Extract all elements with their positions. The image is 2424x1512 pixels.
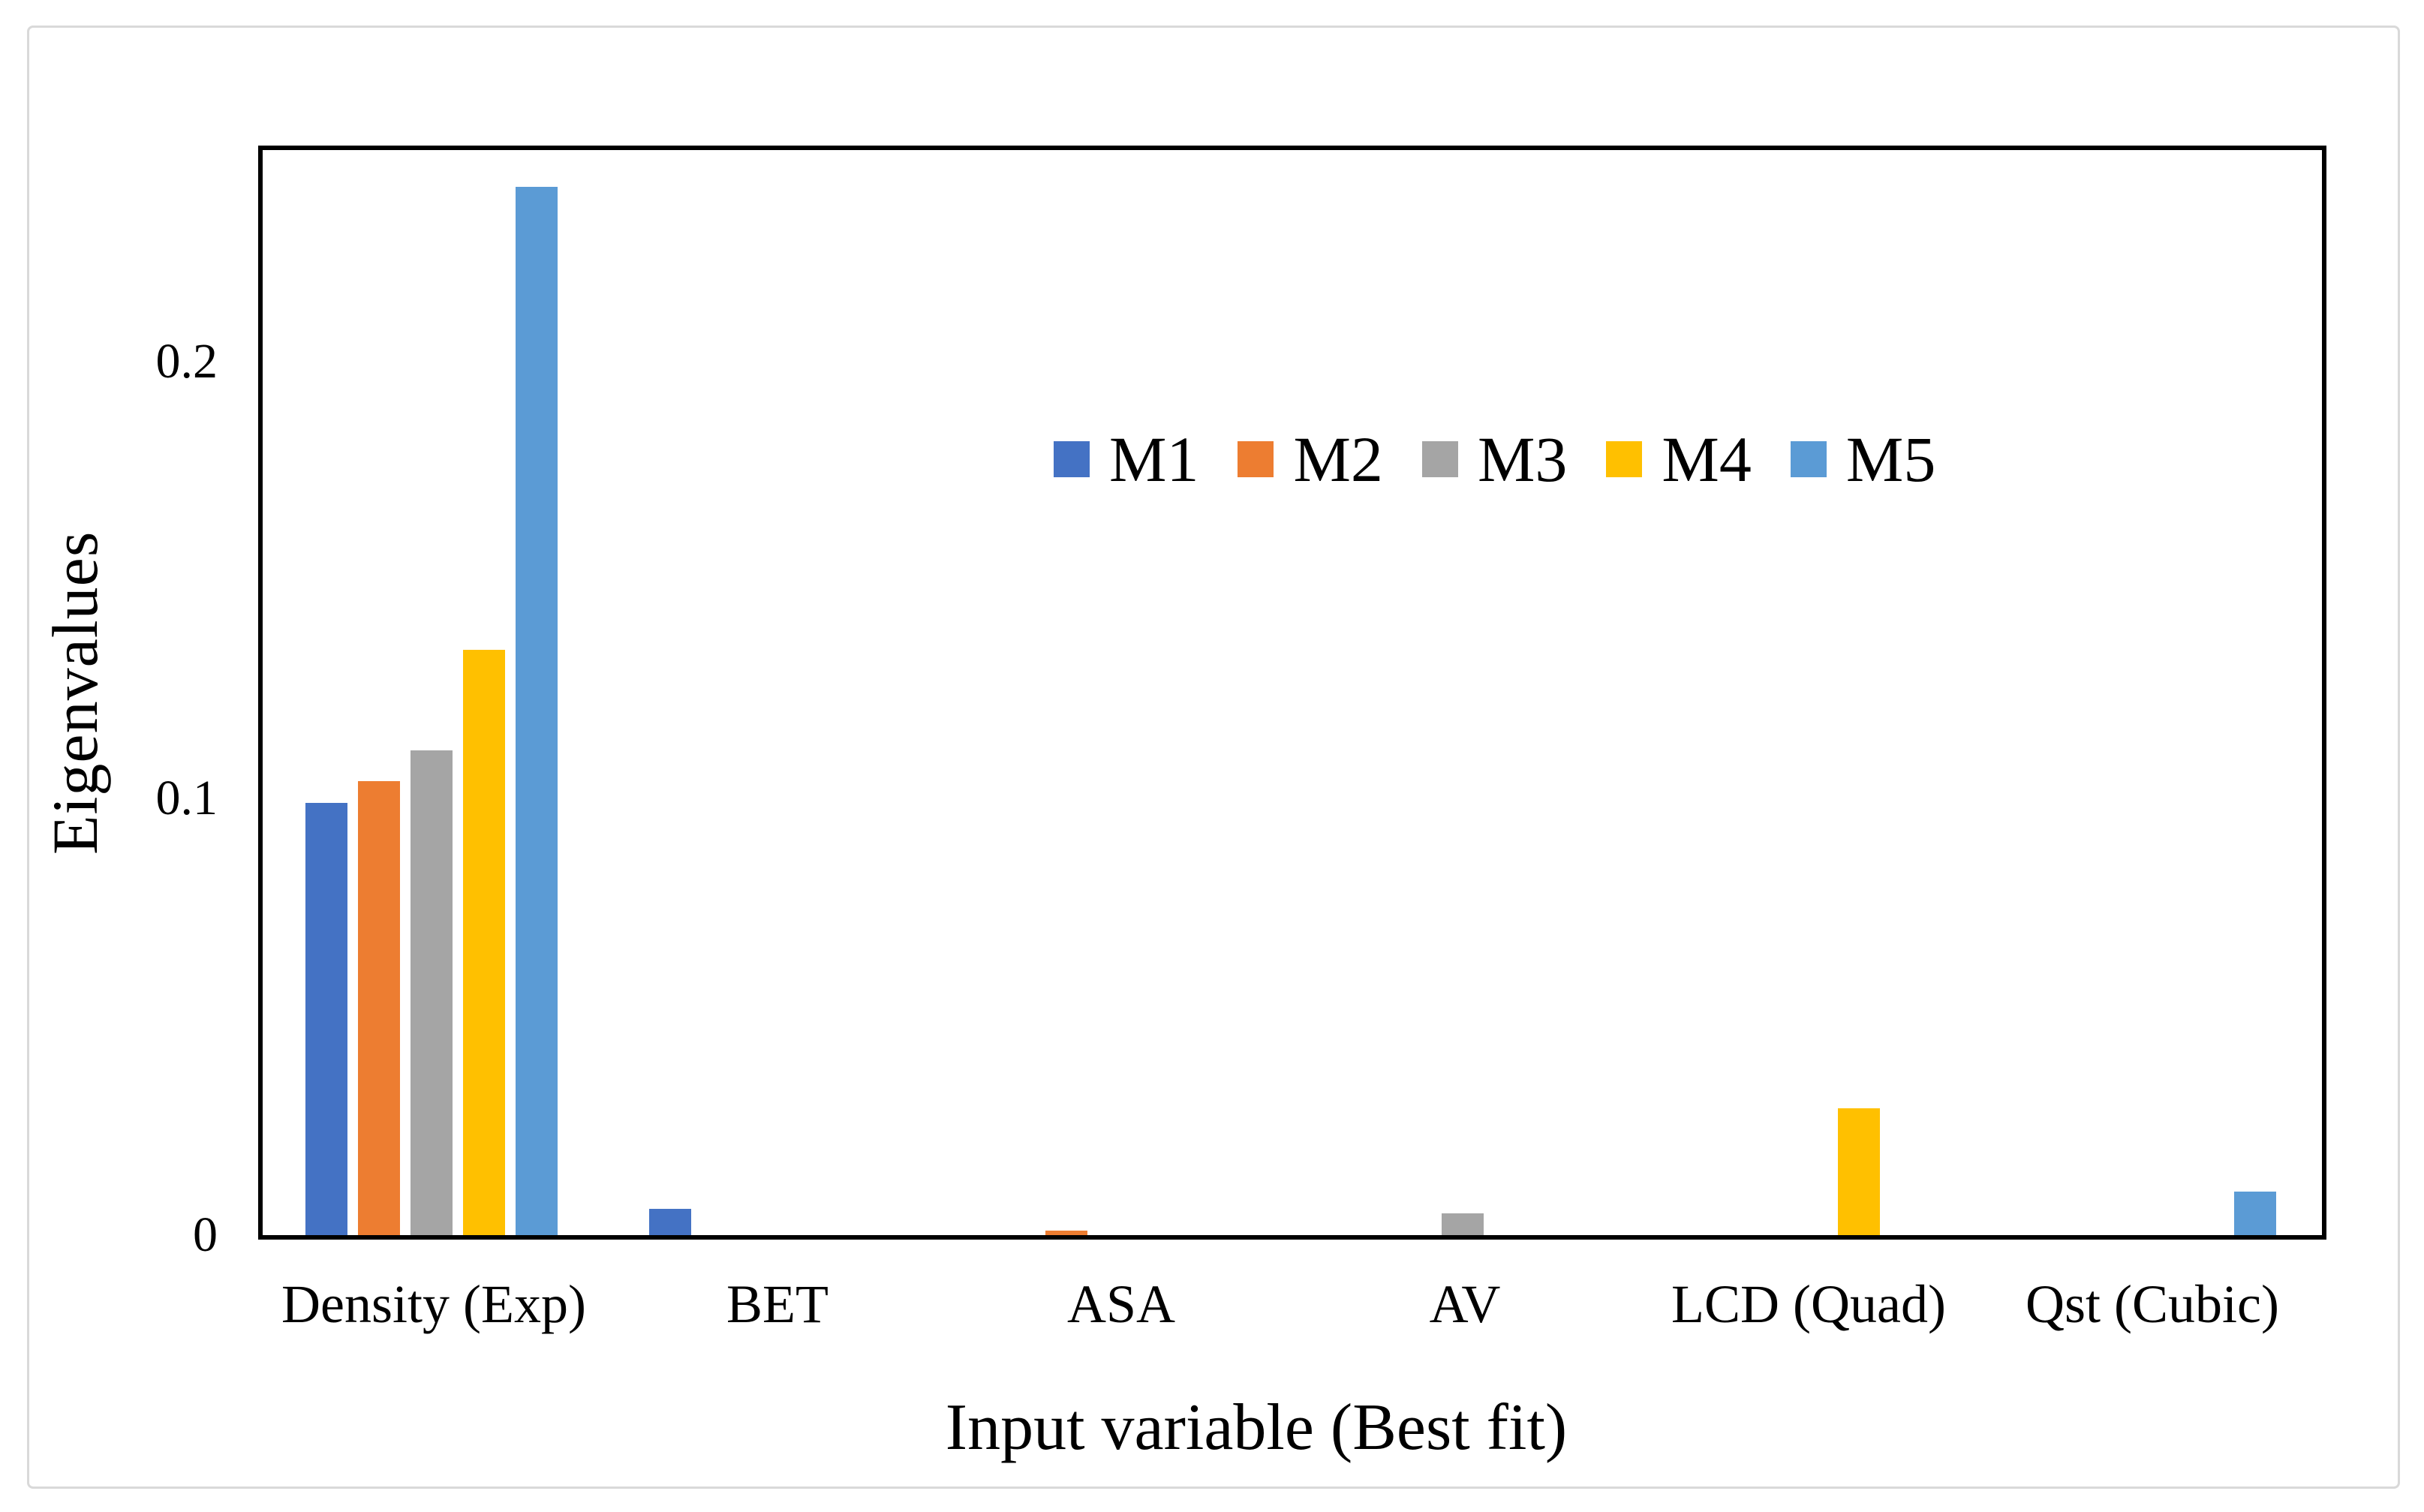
legend-label: M3 [1477,423,1568,495]
legend: M1 M2 M3 M4 M5 [1054,420,1935,498]
legend-label: M4 [1662,423,1752,495]
legend-swatch-icon [1421,441,1458,477]
legend-label: M1 [1109,423,1199,495]
legend-item-m4: M4 [1606,420,1752,498]
legend-swatch-icon [1054,441,1090,477]
bar-M5-qst-cubic [2234,1192,2276,1235]
bar-M2-density-exp [358,781,400,1235]
legend-item-m1: M1 [1054,420,1198,498]
legend-label: M5 [1845,423,1936,495]
category-label: AV [1429,1274,1501,1334]
y-tick-label-0.2: 0.2 [155,334,218,389]
y-axis-title: Eigenvalues [39,531,111,855]
bar-M1-bet [649,1209,691,1235]
legend-swatch-icon [1790,441,1827,477]
y-tick-label-0.1: 0.1 [155,771,218,825]
plot-area [258,146,2326,1240]
legend-item-m2: M2 [1238,420,1383,498]
bar-M3-density-exp [411,750,453,1235]
y-tick-label-0: 0 [193,1207,218,1262]
category-label: LCD (Quad) [1671,1274,1946,1334]
category-label: Qst (Cubic) [2026,1274,2279,1334]
legend-label: M2 [1293,423,1383,495]
bar-M1-density-exp [305,803,347,1235]
legend-swatch-icon [1606,441,1643,477]
category-label: BET [726,1274,829,1334]
legend-item-m5: M5 [1790,420,1936,498]
x-axis-category-labels: Density (Exp) BET ASA AV LCD (Quad) Qst (Cubi… [262,1267,2324,1342]
bar-M5-density-exp [516,187,558,1235]
bar-M4-lcd-quad [1838,1108,1880,1235]
x-axis-title: Input variable (Best fit) [945,1391,1568,1464]
category-label: Density (Exp) [281,1274,586,1334]
legend-item-m3: M3 [1421,420,1568,498]
category-label: ASA [1066,1274,1176,1334]
legend-swatch-icon [1238,441,1274,477]
bar-M4-density-exp [463,650,505,1235]
bar-M2-asa [1045,1231,1087,1235]
bars-layer [263,150,2322,1235]
bar-M3-av [1442,1213,1484,1235]
